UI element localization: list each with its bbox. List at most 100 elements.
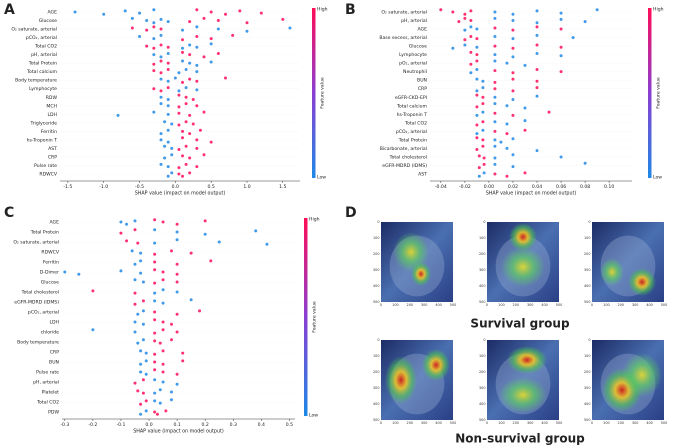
shap-point (166, 52, 170, 56)
image-x-tick: 200 (618, 421, 624, 425)
shap-point (145, 28, 149, 32)
shap-point (463, 28, 467, 32)
shap-point (181, 46, 185, 50)
feature-label: LDH (49, 320, 59, 326)
shap-point (523, 128, 527, 132)
shap-point (195, 104, 199, 108)
image-x-tick: 100 (498, 303, 504, 307)
shap-point (191, 97, 195, 101)
shap-point (482, 162, 486, 166)
shap-point (451, 10, 455, 14)
shap-point (136, 312, 140, 316)
colorbar-low: Low (653, 175, 662, 181)
shap-point (475, 53, 479, 57)
shap-point (153, 291, 157, 295)
x-tick-label: -0.1 (116, 422, 125, 428)
shap-point (170, 146, 174, 150)
shap-point (457, 20, 461, 24)
x-tick-label: -1.0 (99, 184, 108, 190)
shap-point (188, 132, 192, 136)
shap-point (203, 232, 207, 236)
image-y-tick: 500 (373, 418, 379, 422)
shap-point (153, 260, 157, 264)
shap-point (523, 171, 527, 175)
shap-point (475, 113, 479, 117)
colorbar (304, 218, 308, 416)
shap-point (169, 249, 173, 253)
shap-point (493, 129, 497, 133)
shap-point (184, 86, 188, 90)
shap-point (281, 17, 285, 21)
x-tick-label: -0.02 (459, 184, 471, 190)
shap-point (166, 140, 170, 144)
image-y-tick: 200 (584, 252, 590, 256)
shap-point (505, 174, 509, 178)
shap-point (475, 27, 479, 31)
shap-point (152, 62, 156, 66)
image-x-tick: 200 (407, 421, 413, 425)
feature-label: Total Protein (30, 230, 59, 236)
shap-point (138, 11, 142, 15)
image-x-tick: 400 (435, 303, 441, 307)
heatmap-blob (385, 356, 417, 404)
shap-point (523, 119, 527, 123)
shap-point (136, 241, 140, 245)
shap-point (482, 156, 486, 160)
x-tick-label: -0.2 (88, 422, 97, 428)
image-x-tick: 400 (646, 303, 652, 307)
image-x-tick: 200 (407, 303, 413, 307)
shap-point (195, 34, 199, 38)
x-tick-label: 0.04 (532, 184, 542, 190)
colorbar-low: Low (309, 413, 318, 419)
shap-point (144, 359, 148, 363)
shap-point (181, 154, 185, 158)
shap-point (145, 19, 149, 23)
shap-point (209, 60, 213, 64)
shap-point (469, 34, 473, 38)
shap-point (469, 9, 473, 13)
shap-point (195, 88, 199, 92)
shap-point (439, 8, 443, 12)
shap-point (216, 27, 220, 31)
shap-point (195, 63, 199, 67)
feature-label: Pulse rate (36, 370, 59, 376)
shap-point (535, 25, 539, 29)
x-tick-label: 0.1 (173, 422, 180, 428)
shap-point (177, 71, 181, 75)
image-y-tick: 400 (584, 402, 590, 406)
feature-label: Body temperature (17, 340, 59, 346)
shap-point (535, 52, 539, 56)
shap-point (505, 146, 509, 150)
feature-label: RDW (46, 95, 58, 101)
shap-point (153, 410, 157, 414)
shap-point (141, 322, 145, 326)
shap-point (139, 251, 143, 255)
shap-point (184, 162, 188, 166)
shap-point (477, 174, 481, 178)
shap-point (169, 322, 173, 326)
shap-point (223, 76, 227, 80)
shap-point (166, 128, 170, 132)
shap-point (152, 69, 156, 73)
feature-label: Total Protein (28, 61, 57, 67)
shap-point (153, 360, 157, 364)
image-x-tick: 500 (556, 303, 562, 307)
shap-point (475, 59, 479, 63)
shap-point (535, 43, 539, 47)
image-y-tick: 0 (588, 338, 590, 342)
shap-point (139, 370, 143, 374)
shap-point (159, 17, 163, 21)
shap-point (481, 95, 485, 99)
shap-point (161, 370, 165, 374)
shap-point (188, 43, 192, 47)
shap-point (166, 165, 170, 169)
shap-point (139, 412, 143, 416)
shap-point (152, 53, 156, 57)
shap-point (493, 10, 497, 14)
shap-point (102, 12, 106, 16)
heatmap-blob (507, 346, 547, 374)
shap-point (505, 132, 509, 136)
feature-label: Ferritin (43, 260, 59, 266)
shap-point (559, 45, 563, 49)
shap-point (130, 26, 134, 30)
